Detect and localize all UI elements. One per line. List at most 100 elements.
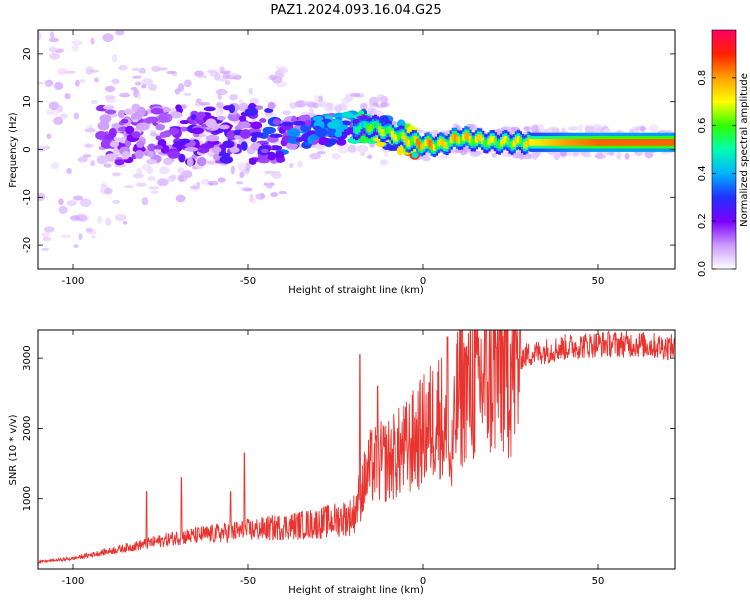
ridge-cell bbox=[544, 138, 548, 146]
ridge-cell bbox=[464, 132, 468, 140]
heatmap-cell bbox=[104, 187, 113, 195]
ridge-cell bbox=[642, 138, 646, 146]
colorbar-frame bbox=[711, 29, 737, 270]
ridge-cell bbox=[560, 138, 565, 146]
heatmap-cell bbox=[205, 118, 217, 128]
ridge-cell bbox=[395, 134, 399, 142]
colorbar-ticks: 0.0 0.2 0.4 0.6 0.8 bbox=[697, 70, 736, 277]
heatmap-cell bbox=[150, 107, 164, 115]
heatmap-cell bbox=[177, 83, 185, 92]
heatmap-cell bbox=[111, 54, 118, 63]
heatmap-cell bbox=[206, 160, 218, 165]
heatmap-cell bbox=[219, 124, 230, 130]
heatmap-cell bbox=[148, 186, 160, 190]
heatmap-cell bbox=[518, 151, 524, 160]
heatmap-cell bbox=[146, 159, 158, 165]
heatmap-cell bbox=[153, 145, 164, 150]
ridge-cell bbox=[653, 138, 657, 146]
heatmap-cell bbox=[259, 118, 267, 123]
heatmap-cell bbox=[183, 92, 192, 96]
snr-x-tick-label: -100 bbox=[62, 576, 85, 587]
heatmap-cell bbox=[132, 75, 142, 79]
ridge-cell bbox=[392, 133, 397, 141]
heatmap-cell bbox=[375, 141, 387, 147]
heatmap-cell bbox=[197, 75, 208, 79]
ridge-cell bbox=[500, 139, 504, 147]
snr-y-tick-label: 2000 bbox=[22, 416, 33, 441]
heatmap-cell bbox=[317, 136, 329, 146]
ridge-cell bbox=[661, 138, 665, 146]
heatmap-cell bbox=[38, 145, 46, 153]
heatmap-cell bbox=[102, 33, 114, 43]
ridge-cell bbox=[399, 131, 403, 139]
ridge-cell bbox=[514, 137, 518, 145]
ridge-cell bbox=[485, 140, 489, 148]
heatmap-cell bbox=[244, 162, 251, 172]
heatmap-cell bbox=[222, 140, 235, 149]
heatmap-cell bbox=[324, 103, 336, 112]
heatmap-cell bbox=[78, 233, 83, 240]
heatmap-cell bbox=[149, 132, 159, 137]
heatmap-cell bbox=[135, 182, 147, 187]
spectrogram-y-ticks: -20 -10 0 10 20 bbox=[22, 48, 675, 253]
heatmap-cell bbox=[117, 109, 125, 119]
heatmap-cell bbox=[396, 145, 404, 156]
heatmap-cell bbox=[285, 142, 298, 150]
heatmap-cell bbox=[130, 86, 138, 91]
ridge-cell bbox=[420, 143, 424, 151]
heatmap-cell bbox=[175, 104, 182, 111]
heatmap-cell bbox=[102, 105, 115, 110]
heatmap-cell bbox=[376, 93, 385, 103]
heatmap-cell bbox=[217, 93, 223, 100]
ridge-cell bbox=[437, 139, 441, 147]
heatmap-cell bbox=[59, 113, 68, 119]
heatmap-cell bbox=[141, 84, 147, 89]
heatmap-cell bbox=[177, 167, 185, 175]
spectrogram-y-tick-label: 0 bbox=[22, 146, 33, 152]
spectrogram-x-tick-label: -100 bbox=[62, 276, 85, 287]
heatmap-cell bbox=[42, 236, 52, 242]
heatmap-cell bbox=[147, 143, 156, 152]
heatmap-cell bbox=[237, 121, 251, 129]
heatmap-cell bbox=[64, 92, 71, 100]
heatmap-cell bbox=[240, 141, 248, 151]
heatmap-cell bbox=[141, 163, 151, 171]
heatmap-cell bbox=[567, 126, 579, 131]
spectrogram-heatmap bbox=[38, 30, 675, 252]
heatmap-cell bbox=[331, 153, 341, 160]
ridge-cell bbox=[537, 138, 541, 146]
ridge-cell bbox=[577, 138, 581, 146]
ridge-cell bbox=[422, 142, 426, 149]
ridge-cell bbox=[405, 138, 409, 146]
heatmap-cell bbox=[314, 94, 320, 103]
heatmap-cell bbox=[38, 192, 46, 202]
colorbar-tick-label: 0.2 bbox=[697, 213, 708, 229]
ridge-cell bbox=[558, 138, 562, 146]
ridge-cell bbox=[523, 141, 527, 149]
spectrogram-y-tick-label: -20 bbox=[22, 237, 33, 253]
ridge-cell bbox=[613, 138, 617, 146]
ridge-cell bbox=[510, 141, 514, 149]
ridge-cell bbox=[563, 138, 567, 146]
heatmap-cell bbox=[337, 103, 348, 111]
heatmap-cell bbox=[178, 153, 186, 163]
ridge-cell bbox=[655, 138, 659, 146]
spectrogram-x-tick-label: -50 bbox=[240, 276, 256, 287]
heatmap-cell bbox=[289, 102, 298, 109]
heatmap-cell bbox=[309, 153, 322, 160]
heatmap-cell bbox=[228, 104, 236, 113]
heatmap-cell bbox=[360, 152, 365, 157]
heatmap-cell bbox=[206, 69, 218, 74]
ridge-cell bbox=[573, 138, 577, 146]
heatmap-cell bbox=[135, 123, 144, 131]
heatmap-cell bbox=[260, 148, 269, 154]
heatmap-cell bbox=[250, 136, 257, 143]
heatmap-cell bbox=[82, 154, 92, 158]
heatmap-cell bbox=[236, 181, 243, 185]
ridge-cell bbox=[430, 142, 434, 150]
heatmap-cell bbox=[97, 121, 110, 131]
ridge-cell bbox=[565, 138, 569, 146]
heatmap-cell bbox=[491, 152, 497, 158]
ridge-cell bbox=[502, 137, 506, 144]
